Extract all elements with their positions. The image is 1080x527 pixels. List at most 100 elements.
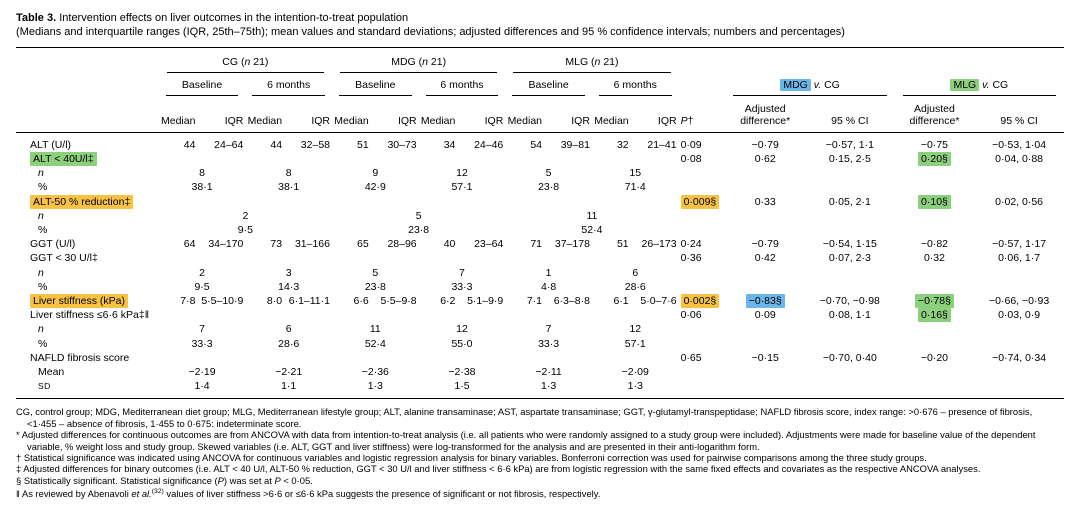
cell: −0·78§ <box>895 293 975 309</box>
iqr-header: IQR <box>370 95 419 133</box>
cell: −0·74, 0·34 <box>992 351 1047 364</box>
ci-header: 95 % CI <box>804 95 895 133</box>
cell: 55·0 <box>451 337 473 350</box>
period-header-row: Baseline 6 months Baseline 6 months Base… <box>16 73 1064 96</box>
table-row: % 9·5 23·8 52·4 <box>16 223 1064 237</box>
median-header: Median <box>505 95 545 133</box>
group-name: MDG <box>391 55 416 68</box>
table-body: ALT (U/l) 44 24–64 44 32–58 51 30–73 34 24–46 54 3… <box>16 132 1064 399</box>
iqr-header: IQR <box>544 95 592 133</box>
cell: −0·79 <box>751 238 779 251</box>
cell: 0·08 <box>680 152 702 165</box>
table-figure: Table 3. Intervention effects on liver o… <box>16 12 1064 499</box>
data-table: CG (n 21) MDG (n 21) MLG (n 21) Baseline… <box>16 46 1064 400</box>
cell: 40 <box>443 238 456 251</box>
adjusted-difference-header: Adjusted difference* <box>894 95 975 133</box>
median-header: Median <box>591 95 631 133</box>
cell: 71 <box>530 238 543 251</box>
cell: −0·53, 1·04 <box>992 138 1047 151</box>
cell: 44 <box>270 138 283 151</box>
cell: 9·5 <box>194 280 210 293</box>
table-row: n 8 8 9 12 5 15 <box>16 166 1064 180</box>
p-header: P† <box>678 95 726 133</box>
cell: 7·1 <box>526 294 543 307</box>
cell: 0·62 <box>754 152 776 165</box>
cell: 23·8 <box>364 280 386 293</box>
cell: 9 <box>372 167 379 180</box>
cell: 51 <box>616 238 629 251</box>
group-name: MLG <box>565 55 589 68</box>
row-label: ALT < 40U/l‡ <box>16 151 159 167</box>
footnote: ‡ Adjusted differences for binary outcom… <box>16 463 981 475</box>
row-label: GGT < 30 U/l‡ <box>30 252 98 265</box>
cell: 23·8 <box>408 223 430 236</box>
footnote: † Statistical significance was indicated… <box>16 452 927 463</box>
cell: 52·4 <box>581 223 603 236</box>
cell: 57·1 <box>451 181 473 194</box>
cell: 5 <box>415 209 422 222</box>
median-header: Median <box>245 95 285 133</box>
row-label: GGT (U/l) <box>30 238 76 251</box>
table-row: GGT < 30 U/l‡ 0·36 0·42 0·07, 2·3 0·32 0·06, … <box>16 251 1064 265</box>
cell: −0·54, 1·15 <box>822 238 877 251</box>
table-row: NAFLD fibrosis score 0·65 −0·15 −0·70, 0·40… <box>16 351 1064 365</box>
median-header: Median <box>332 95 371 133</box>
cell: 1·3 <box>627 380 643 393</box>
iqr-header: IQR <box>284 95 332 133</box>
ci-header: 95 % CI <box>974 95 1064 133</box>
table-row: ALT-50 % reduction‡ 0·009§ 0·33 0·05, 2·1 0·… <box>16 194 1064 209</box>
cell: 0·24 <box>680 238 702 251</box>
cell: 1·4 <box>194 380 210 393</box>
cell: −2·11 <box>535 365 562 378</box>
cell: −2·09 <box>621 365 649 378</box>
row-label: Liver stiffness (kPa) <box>16 293 159 309</box>
cell: 32 <box>616 138 629 151</box>
cell: 0·04, 0·88 <box>995 152 1044 165</box>
cell: 26–173 <box>641 238 677 251</box>
highlight-mdg: MDG <box>780 78 811 91</box>
cell <box>159 251 679 265</box>
cell: 5·0–7·6 <box>640 294 677 307</box>
table-row: % 38·1 38·1 42·9 57·1 23·8 71·4 <box>16 180 1064 194</box>
empty-cell <box>679 47 726 73</box>
cell: 4·8 <box>541 280 557 293</box>
cell: 6 <box>285 323 292 336</box>
cell: 8 <box>199 167 205 180</box>
cell: 0·42 <box>754 252 776 265</box>
row-label: % <box>38 337 48 350</box>
cell: 5·5–9·8 <box>380 294 417 307</box>
cell: 5 <box>545 167 552 180</box>
cell: 0·09 <box>680 138 702 151</box>
cell: −0·57, 1·17 <box>992 238 1047 251</box>
group-n: 21 <box>603 55 615 68</box>
table-row: n 2 5 11 <box>16 209 1064 223</box>
cell: −0·79 <box>751 138 779 151</box>
period-header: Baseline <box>159 73 246 96</box>
table-row: SD 1·4 1·1 1·3 1·5 1·3 1·3 <box>16 379 1064 399</box>
cell: 23–64 <box>474 238 504 251</box>
cell <box>159 152 679 166</box>
cell: 5·5–10·9 <box>201 294 244 307</box>
group-header-cg: CG (n 21) <box>159 47 332 73</box>
cell: 8·0 <box>266 294 283 307</box>
cell: 57·1 <box>624 337 646 350</box>
table-row: n 2 3 5 7 1 6 <box>16 266 1064 280</box>
cell: 0·03, 0·9 <box>998 309 1041 322</box>
table-row: n 7 6 11 12 7 12 <box>16 322 1064 336</box>
cell: 30–73 <box>387 138 417 151</box>
cell: 12 <box>456 167 468 180</box>
period-header: 6 months <box>592 73 679 96</box>
row-label: ALT-50 % reduction‡ <box>16 194 159 209</box>
highlight-mlg: MLG <box>950 78 980 91</box>
cell: 42·9 <box>364 181 386 194</box>
cell: 8 <box>285 167 292 180</box>
period-header: 6 months <box>245 73 332 96</box>
group-header-row: CG (n 21) MDG (n 21) MLG (n 21) <box>16 47 1064 73</box>
cell: 0·10§ <box>895 194 975 209</box>
adjusted-difference-header: Adjusted difference* <box>725 95 805 133</box>
cell: 0·15, 2·5 <box>828 152 871 165</box>
cell: −0·82 <box>920 238 949 251</box>
cell: 0·009§ <box>679 194 726 209</box>
cell: 0·32 <box>923 252 945 265</box>
period-header: Baseline <box>332 73 419 96</box>
